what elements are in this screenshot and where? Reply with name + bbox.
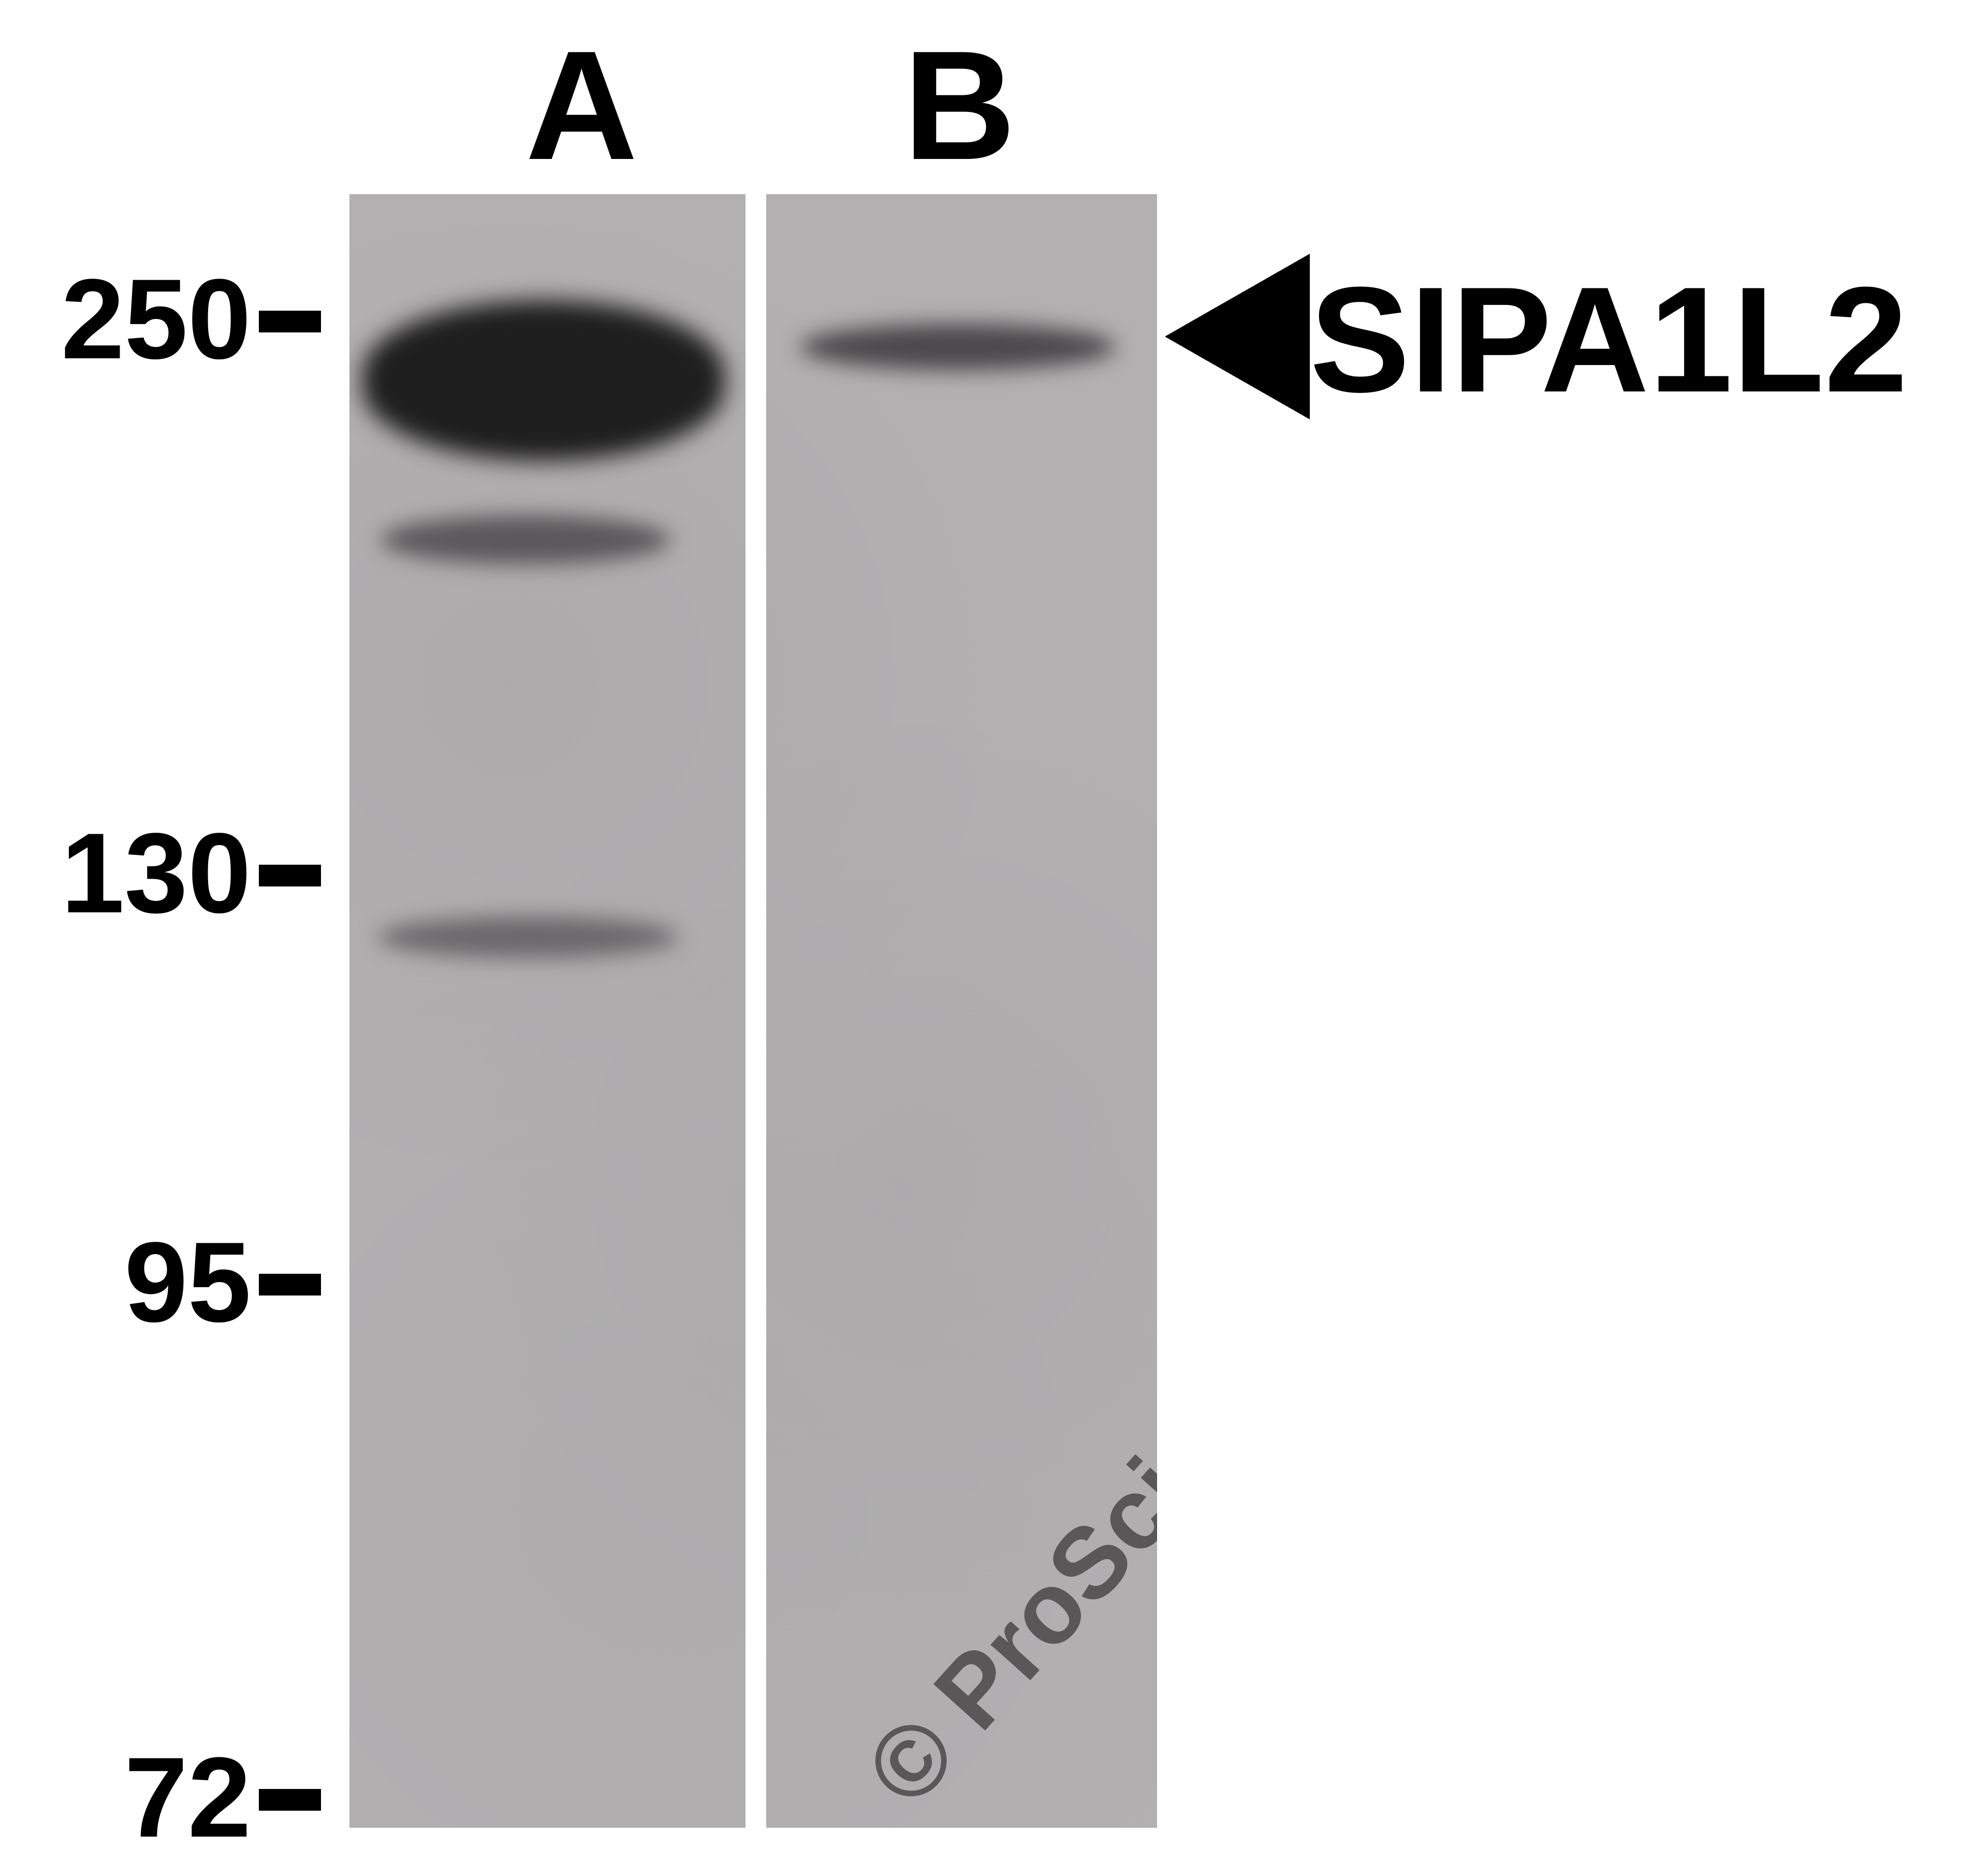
band-laneA-2: [378, 916, 678, 958]
mw-tick-1: [259, 865, 321, 886]
mw-label-1: 130: [0, 808, 251, 939]
lane-divider: [746, 194, 766, 1828]
arrowhead-icon: [1165, 254, 1310, 419]
band-laneA-0: [362, 300, 725, 461]
mw-tick-3: [259, 1789, 321, 1811]
lane-header-b: B: [903, 16, 1016, 195]
band-laneB-0: [800, 324, 1116, 370]
mw-tick-2: [259, 1274, 321, 1296]
mw-label-0: 250: [0, 254, 251, 385]
target-protein-label: SIPA1L2: [1310, 254, 1908, 426]
western-blot-figure: A B 250 130 95 72 © ProSci Inc. SIPA1L2: [0, 0, 1988, 1849]
lane-header-a: A: [525, 16, 638, 195]
mw-label-2: 95: [0, 1217, 251, 1348]
band-laneA-1: [381, 515, 670, 564]
blot-membrane: © ProSci Inc.: [349, 194, 1157, 1828]
target-arrow: [1165, 254, 1310, 419]
mw-tick-0: [259, 311, 321, 332]
mw-label-3: 72: [0, 1732, 251, 1863]
